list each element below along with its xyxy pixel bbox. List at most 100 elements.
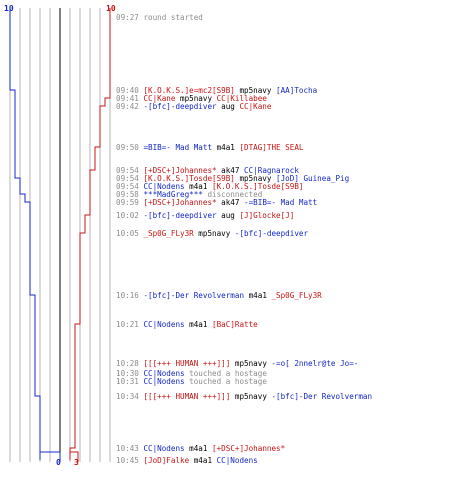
event-row: 09:40 [K.O.K.S.]e=mc2[S9B] mp5navy [AA]T… bbox=[116, 86, 317, 95]
event-time: 10:16 bbox=[116, 291, 144, 300]
event-text: _Sp0G_FLy3R bbox=[271, 291, 322, 300]
event-time: 09:54 bbox=[116, 166, 144, 175]
event-text: CC|Ragnarock bbox=[244, 166, 299, 175]
event-time: 09:54 bbox=[116, 174, 144, 183]
event-text: -[bfc]-deepdiver bbox=[143, 211, 217, 220]
event-text: CC|Nodens bbox=[143, 182, 185, 191]
event-row: 10:21 CC|Nodens m4a1 [BaC]Ratte bbox=[116, 320, 258, 329]
event-time: 10:45 bbox=[116, 456, 144, 465]
event-text: disconnected bbox=[202, 190, 263, 199]
event-time: 09:59 bbox=[116, 198, 144, 207]
event-text: CC|Nodens bbox=[216, 456, 258, 465]
event-text: [K.O.K.S.]e=mc2[S9B] bbox=[143, 86, 235, 95]
event-text: m4a1 bbox=[212, 143, 240, 152]
event-row: 09:54 CC|Nodens m4a1 [K.O.K.S.]Tosde[S9B… bbox=[116, 182, 303, 191]
event-text: [+DSC+]Johannes* bbox=[143, 166, 217, 175]
event-text: mp5navy bbox=[230, 392, 272, 401]
blue-team-line bbox=[9, 8, 61, 462]
event-row: 10:16 -[bfc]-Der Revolverman m4a1 _Sp0G_… bbox=[116, 291, 322, 300]
event-row: 09:42 -[bfc]-deepdiver aug CC|Kane bbox=[116, 102, 271, 111]
event-text: -[bfc]-deepdiver bbox=[234, 229, 309, 238]
event-row: 09:58 ***MadGreg*** disconnected bbox=[116, 190, 262, 199]
event-row: 10:31 CC|Nodens touched a hostage bbox=[116, 377, 267, 386]
event-text: CC|Nodens bbox=[143, 444, 185, 453]
event-time: 10:43 bbox=[116, 444, 144, 453]
event-text: -[bfc]-Der Revolverman bbox=[143, 291, 245, 300]
event-time: 10:02 bbox=[116, 211, 144, 220]
event-row: 09:54 [K.O.K.S.]Tosde[S9B] mp5navy [JoD]… bbox=[116, 174, 349, 183]
event-time: 10:28 bbox=[116, 359, 144, 368]
event-row: 10:02 -[bfc]-deepdiver aug [J]Glocke[J] bbox=[116, 211, 294, 220]
event-text: [[[+++ HUMAN +++]]] bbox=[143, 392, 231, 401]
event-time: 10:31 bbox=[116, 377, 144, 386]
event-text: CC|Kane bbox=[239, 102, 272, 111]
event-text: mp5navy bbox=[230, 359, 272, 368]
event-text: m4a1 bbox=[184, 320, 213, 329]
event-text: -=o[ 2nnelr@te Jo=- bbox=[271, 359, 359, 368]
event-text: [DTAG]THE SEAL bbox=[239, 143, 304, 152]
event-text: ***MadGreg*** bbox=[143, 190, 203, 199]
event-text: touched a hostage bbox=[184, 369, 267, 378]
event-text: CC|Nodens bbox=[143, 369, 185, 378]
event-time: 10:34 bbox=[116, 392, 144, 401]
event-text: m4a1 bbox=[184, 444, 213, 453]
event-text: mp5navy bbox=[193, 229, 235, 238]
event-row: 09:54 [+DSC+]Johannes* ak47 CC|Ragnarock bbox=[116, 166, 299, 175]
event-text: [J]Glocke[J] bbox=[239, 211, 295, 220]
event-text: CC|Nodens bbox=[143, 377, 185, 386]
event-text: [+DSC+]Johannes* bbox=[212, 444, 286, 453]
event-time: 09:58 bbox=[116, 190, 144, 199]
event-text: -[bfc]-Der Revolverman bbox=[271, 392, 373, 401]
event-text: CC|Killabee bbox=[216, 94, 267, 103]
event-text: [K.O.K.S.]Tosde[S9B] bbox=[212, 182, 304, 191]
event-text: [+DSC+]Johannes* bbox=[143, 198, 217, 207]
event-time: 09:27 bbox=[116, 13, 144, 22]
event-text: =BIB=- Mad Matt bbox=[143, 143, 213, 152]
event-text: m4a1 bbox=[189, 456, 217, 465]
event-time: 10:05 bbox=[116, 229, 144, 238]
event-time: 09:50 bbox=[116, 143, 144, 152]
event-text: ak47 bbox=[216, 166, 245, 175]
event-row: 09:59 [+DSC+]Johannes* ak47 -=BIB=- Mad … bbox=[116, 198, 317, 207]
event-text: [JoD]Falke bbox=[143, 456, 190, 465]
event-text: aug bbox=[216, 102, 240, 111]
event-text: m4a1 bbox=[184, 182, 213, 191]
red-team-line bbox=[69, 8, 111, 462]
event-row: 09:41 CC|Kane mp5navy CC|Killabee bbox=[116, 94, 267, 103]
event-row: 10:28 [[[+++ HUMAN +++]]] mp5navy -=o[ 2… bbox=[116, 359, 358, 368]
event-text: touched a hostage bbox=[184, 377, 267, 386]
event-text: [[[+++ HUMAN +++]]] bbox=[143, 359, 231, 368]
event-text: [JoD] Guinea_Pig bbox=[276, 174, 350, 183]
event-text: mp5navy bbox=[175, 94, 217, 103]
event-text: round started bbox=[143, 13, 203, 22]
event-text: aug bbox=[216, 211, 240, 220]
event-text: [K.O.K.S.]Tosde[S9B] bbox=[143, 174, 235, 183]
event-text: ak47 bbox=[216, 198, 245, 207]
event-time: 09:54 bbox=[116, 182, 144, 191]
blue-max-label: 10 bbox=[4, 4, 14, 13]
red-max-label: 10 bbox=[106, 4, 116, 13]
event-row: 10:43 CC|Nodens m4a1 [+DSC+]Johannes* bbox=[116, 444, 285, 453]
player-count-graph bbox=[9, 8, 111, 462]
event-text: [BaC]Ratte bbox=[212, 320, 258, 329]
event-row: 09:50 =BIB=- Mad Matt m4a1 [DTAG]THE SEA… bbox=[116, 143, 303, 152]
blue-final-label: 0 bbox=[56, 458, 61, 467]
event-text: mp5navy bbox=[234, 86, 277, 95]
event-text: mp5navy bbox=[234, 174, 277, 183]
event-time: 10:30 bbox=[116, 369, 144, 378]
event-text: CC|Kane bbox=[143, 94, 176, 103]
event-text: [AA]Tocha bbox=[276, 86, 318, 95]
event-time: 09:41 bbox=[116, 94, 144, 103]
event-time: 09:40 bbox=[116, 86, 144, 95]
event-row: 10:05 _Sp0G_FLy3R mp5navy -[bfc]-deepdiv… bbox=[116, 229, 308, 238]
event-row: 09:27 round started bbox=[116, 13, 203, 22]
event-time: 09:42 bbox=[116, 102, 144, 111]
event-row: 10:45 [JoD]Falke m4a1 CC|Nodens bbox=[116, 456, 258, 465]
event-text: CC|Nodens bbox=[143, 320, 185, 329]
event-row: 10:30 CC|Nodens touched a hostage bbox=[116, 369, 267, 378]
event-time: 10:21 bbox=[116, 320, 144, 329]
event-text: -[bfc]-deepdiver bbox=[143, 102, 217, 111]
event-text: _Sp0G_FLy3R bbox=[143, 229, 194, 238]
event-row: 10:34 [[[+++ HUMAN +++]]] mp5navy -[bfc]… bbox=[116, 392, 372, 401]
event-text: m4a1 bbox=[244, 291, 272, 300]
